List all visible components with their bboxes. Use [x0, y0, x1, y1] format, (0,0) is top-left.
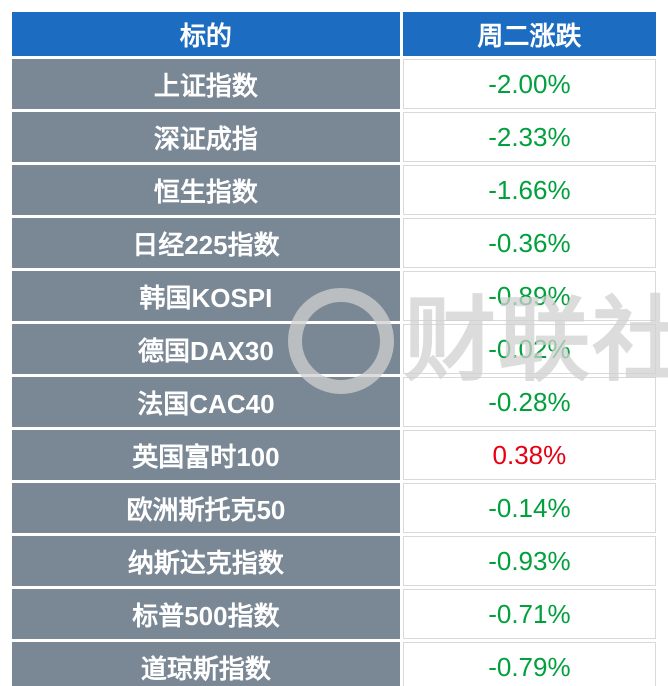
index-name-cell: 上证指数 — [12, 59, 400, 109]
table-row: 标普500指数 -0.71% — [12, 589, 656, 639]
table-row: 深证成指 -2.33% — [12, 112, 656, 162]
change-cell: -0.36% — [402, 218, 656, 268]
change-cell: -0.93% — [402, 536, 656, 586]
index-name-cell: 法国CAC40 — [12, 377, 400, 427]
index-name-cell: 恒生指数 — [12, 165, 400, 215]
change-cell: 0.38% — [402, 430, 656, 480]
index-name-cell: 标普500指数 — [12, 589, 400, 639]
header-cell-change: 周二涨跌 — [402, 12, 656, 56]
table-row: 道琼斯指数 -0.79% — [12, 642, 656, 686]
index-name-cell: 纳斯达克指数 — [12, 536, 400, 586]
index-name-cell: 韩国KOSPI — [12, 271, 400, 321]
market-table: 标的 周二涨跌 上证指数 -2.00% 深证成指 -2.33% 恒生指数 -1.… — [9, 9, 659, 686]
change-cell: -2.00% — [402, 59, 656, 109]
index-name-cell: 日经225指数 — [12, 218, 400, 268]
table-row: 上证指数 -2.00% — [12, 59, 656, 109]
table-row: 日经225指数 -0.36% — [12, 218, 656, 268]
table-row: 恒生指数 -1.66% — [12, 165, 656, 215]
change-cell: -0.71% — [402, 589, 656, 639]
index-name-cell: 德国DAX30 — [12, 324, 400, 374]
change-cell: -0.14% — [402, 483, 656, 533]
table-row: 法国CAC40 -0.28% — [12, 377, 656, 427]
index-name-cell: 英国富时100 — [12, 430, 400, 480]
header-cell-target: 标的 — [12, 12, 400, 56]
change-cell: -0.79% — [402, 642, 656, 686]
table-row: 德国DAX30 -0.02% — [12, 324, 656, 374]
table-row: 韩国KOSPI -0.89% — [12, 271, 656, 321]
table-row: 英国富时100 0.38% — [12, 430, 656, 480]
index-name-cell: 道琼斯指数 — [12, 642, 400, 686]
index-name-cell: 深证成指 — [12, 112, 400, 162]
change-cell: -0.89% — [402, 271, 656, 321]
change-cell: -2.33% — [402, 112, 656, 162]
change-cell: -0.28% — [402, 377, 656, 427]
table-row: 欧洲斯托克50 -0.14% — [12, 483, 656, 533]
table-row: 纳斯达克指数 -0.93% — [12, 536, 656, 586]
header-row: 标的 周二涨跌 — [12, 12, 656, 56]
change-cell: -0.02% — [402, 324, 656, 374]
index-name-cell: 欧洲斯托克50 — [12, 483, 400, 533]
change-cell: -1.66% — [402, 165, 656, 215]
